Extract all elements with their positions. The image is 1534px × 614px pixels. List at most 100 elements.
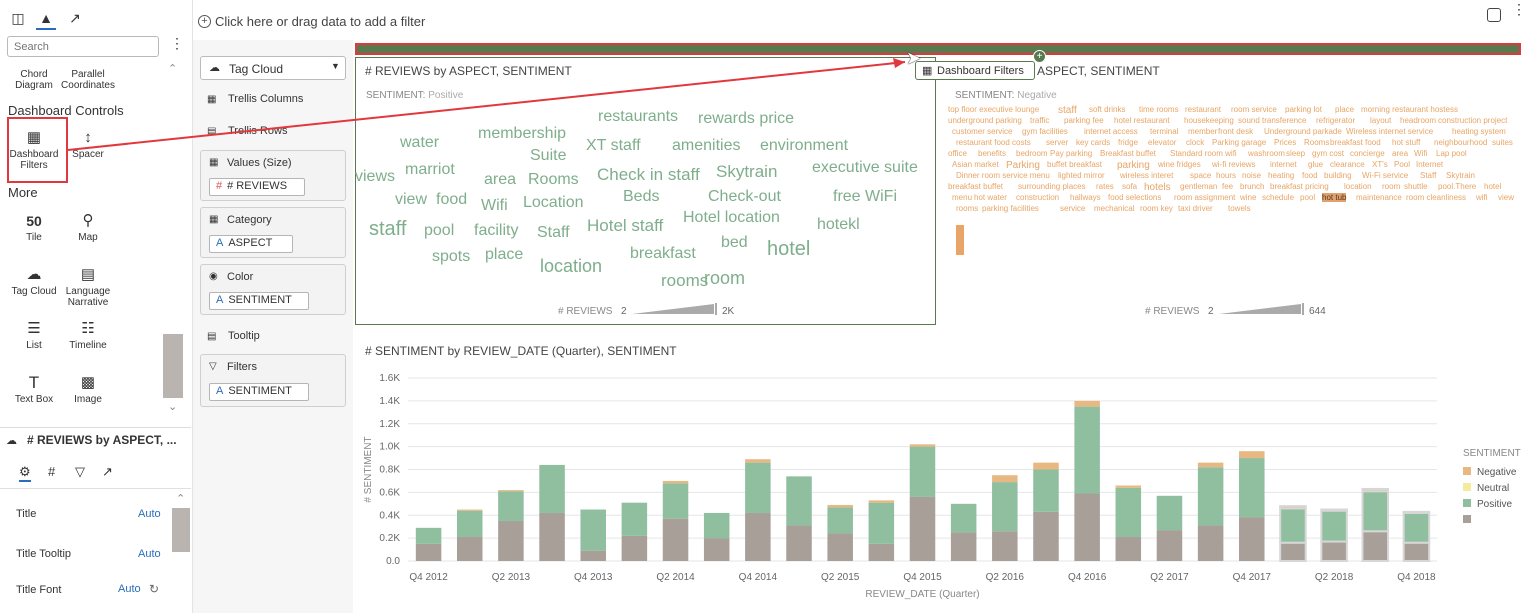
tag-word[interactable]: pool (1300, 193, 1316, 202)
tag-word[interactable]: Wifi (481, 197, 508, 214)
tag-word[interactable]: hot water (974, 193, 1007, 202)
tag-word[interactable]: clock (1186, 138, 1205, 147)
tag-word[interactable]: service (1060, 204, 1086, 213)
tag-word[interactable]: parking lot (1285, 105, 1322, 114)
tag-word[interactable]: Check-out (708, 188, 781, 205)
scroll-down-icon[interactable]: ⌄ (168, 401, 178, 413)
tag-word[interactable]: menu (952, 193, 973, 202)
tag-word[interactable]: breakfast (630, 245, 696, 262)
tag-word[interactable]: parking facilities (982, 204, 1039, 213)
tag-word[interactable]: Asian market (952, 160, 999, 169)
tag-word[interactable]: hot stuff (1392, 138, 1421, 147)
tag-word[interactable]: room assignment (1174, 193, 1236, 202)
scroll-up-icon[interactable]: ⌃ (168, 63, 178, 75)
analytics-tab-icon[interactable]: ↗ (102, 464, 113, 479)
filter-settings-icon[interactable] (1487, 8, 1501, 22)
chord-diagram-item[interactable]: Chord Diagram (4, 55, 64, 91)
tag-word[interactable]: server (1046, 138, 1069, 147)
tag-word[interactable]: room cleanliness (1406, 193, 1467, 202)
tag-word[interactable]: XT staff (586, 137, 641, 154)
image-item[interactable]: ▩ Image (58, 372, 118, 405)
general-tab-icon[interactable]: ⚙ (19, 464, 31, 482)
tag-word[interactable]: time rooms (1139, 105, 1179, 114)
tag-word[interactable]: pool.There (1438, 182, 1477, 191)
tag-word[interactable]: location (540, 256, 603, 276)
reset-icon[interactable]: ↻ (149, 582, 160, 596)
viz-type-select[interactable]: ☁ Tag Cloud ▼ (200, 56, 346, 80)
tag-word[interactable]: gym facilities (1022, 127, 1068, 136)
tag-word[interactable]: hotekl (817, 216, 860, 233)
tag-word[interactable]: rooms (661, 271, 709, 290)
tag-word[interactable]: area (484, 171, 517, 188)
tag-cloud-item[interactable]: ☁ Tag Cloud (4, 264, 64, 297)
tag-word[interactable]: breakfast pricing (1270, 182, 1329, 191)
tag-word[interactable]: heating (1268, 171, 1295, 180)
tag-word[interactable]: terminal (1150, 127, 1179, 136)
reviews-pill[interactable]: # # REVIEWS (209, 178, 305, 196)
tag-cloud-positive-panel[interactable] (355, 57, 936, 325)
tag-word[interactable]: Lap pool (1436, 149, 1467, 158)
tag-word[interactable]: bed (721, 234, 748, 251)
tag-word[interactable]: hot tub (1322, 193, 1347, 202)
tag-word[interactable]: sofa (1122, 182, 1138, 191)
tag-word[interactable]: Suite (530, 147, 567, 164)
tag-word[interactable]: Wi-Fi service (1362, 171, 1409, 180)
tag-word[interactable]: morning restaurant hostess (1361, 105, 1458, 114)
parallel-coordinates-item[interactable]: Parallel Coordinates (58, 55, 118, 91)
tag-word[interactable]: Staff (537, 224, 570, 241)
tag-word[interactable]: facility (474, 222, 519, 239)
tag-word[interactable]: washroom (1248, 149, 1285, 158)
tag-word[interactable]: maintenance (1356, 193, 1402, 202)
map-item[interactable]: ⚲ Map (58, 210, 118, 243)
tag-word[interactable]: Standard room wifi (1170, 149, 1237, 158)
tag-word[interactable]: Breakfast buffet (1100, 149, 1156, 158)
visualizations-icon[interactable]: ▲ (36, 8, 56, 30)
tag-word[interactable]: elevator (1148, 138, 1177, 147)
tag-word[interactable]: headroom (1400, 116, 1437, 125)
tag-word[interactable]: Skytrain (716, 162, 778, 181)
tag-word[interactable]: mechanical (1094, 204, 1135, 213)
tag-word[interactable]: fridge (1118, 138, 1139, 147)
filter-tab-icon[interactable]: ▽ (75, 464, 85, 479)
tag-word[interactable]: neighbourhood (1434, 138, 1488, 147)
tag-word[interactable]: Prices (1274, 138, 1297, 147)
trellis-columns-label[interactable]: Trellis Columns (228, 93, 304, 105)
tag-word[interactable]: Hotel staff (587, 216, 664, 235)
spacer-item[interactable]: ↕ Spacer (58, 127, 118, 160)
tag-word[interactable]: space (1190, 171, 1212, 180)
add-filter-area[interactable]: + Click here or drag data to add a filte… (197, 12, 1097, 34)
tag-word[interactable]: Internet (1416, 160, 1444, 169)
filters-section[interactable]: ▽ Filters A SENTIMENT (200, 354, 346, 407)
data-icon[interactable]: ◫ (11, 10, 25, 26)
tag-word[interactable]: rooms (956, 204, 979, 213)
tag-word[interactable]: construction (1016, 193, 1060, 202)
tag-word[interactable]: water (400, 134, 440, 151)
tag-word[interactable]: noise (1242, 171, 1262, 180)
tile-item[interactable]: 50 Tile (4, 210, 64, 243)
text-box-item[interactable]: T Text Box (4, 372, 64, 405)
sentiment-filter-pill[interactable]: A SENTIMENT (209, 383, 309, 401)
tag-word[interactable]: rewards price (698, 110, 795, 127)
tag-word[interactable]: amenities (672, 137, 741, 154)
tag-word[interactable]: soft drinks (1089, 105, 1126, 114)
tag-word[interactable]: buffet breakfast (1047, 160, 1102, 169)
tag-word[interactable]: Parking (1006, 160, 1040, 171)
tag-word[interactable]: Location (523, 194, 584, 211)
title-font-value[interactable]: Auto (118, 583, 141, 595)
tag-word[interactable]: internet access (1084, 127, 1138, 136)
tag-word[interactable]: office (948, 149, 967, 158)
tag-word[interactable]: clearance (1330, 160, 1365, 169)
tag-word[interactable]: room (1382, 182, 1401, 191)
tag-word[interactable]: construction project (1438, 116, 1508, 125)
tag-word[interactable]: free WiFi (833, 188, 897, 205)
category-section[interactable]: ▦ Category A ASPECT (200, 207, 346, 258)
tag-word[interactable]: pool (424, 222, 455, 239)
tag-word[interactable]: gentleman (1180, 182, 1218, 191)
tag-word[interactable]: building (1324, 171, 1352, 180)
tag-word[interactable]: towels (1228, 204, 1251, 213)
tag-word[interactable]: Wifi (1414, 149, 1428, 158)
tag-word[interactable]: Parking garage (1212, 138, 1267, 147)
tag-word[interactable]: customer service (952, 127, 1013, 136)
tag-word[interactable]: hotel (767, 238, 811, 260)
tag-word[interactable]: traffic (1030, 116, 1050, 125)
